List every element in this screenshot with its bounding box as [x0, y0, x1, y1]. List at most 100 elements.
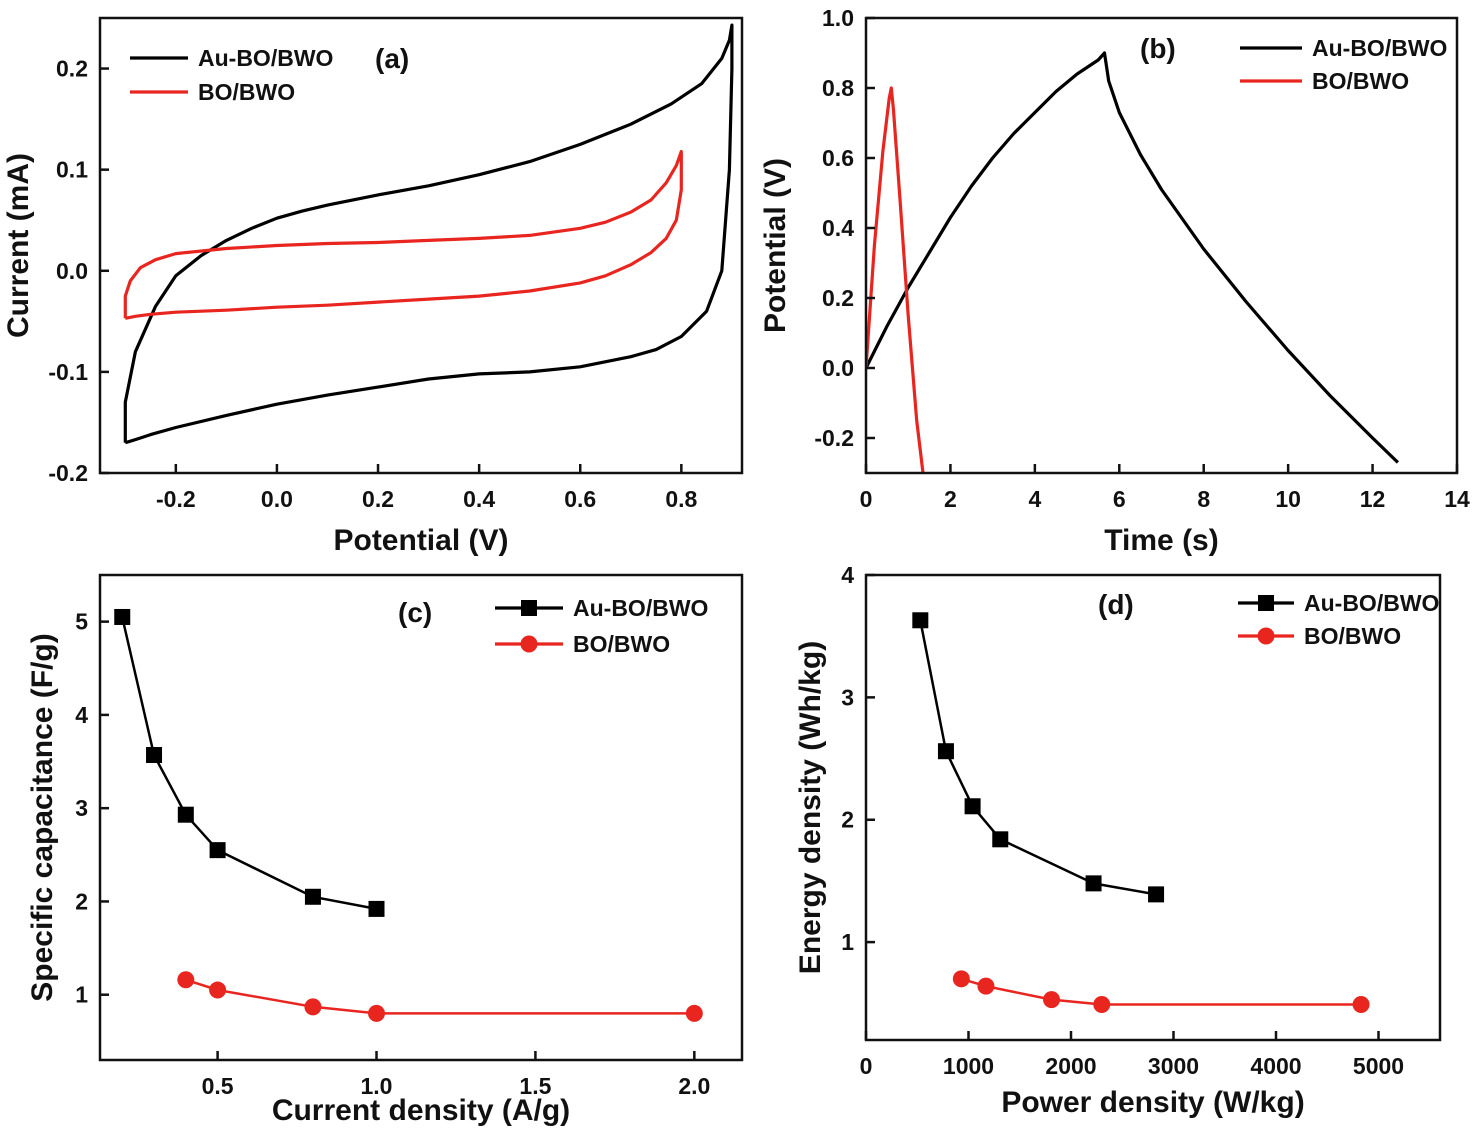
- y-tick-label: 0.2: [822, 285, 854, 311]
- y-tick-label: 0.0: [822, 355, 854, 381]
- data-point: [209, 981, 227, 999]
- y-tick-label: 4: [75, 702, 88, 728]
- data-point: [177, 806, 194, 823]
- x-tick-label: 4: [1028, 486, 1041, 512]
- x-axis-title: Time (s): [1104, 524, 1218, 557]
- series-line-0: [866, 51, 1400, 464]
- legend-marker: [520, 635, 538, 653]
- plot-area: [120, 616, 695, 1015]
- x-tick-label: 8: [1197, 486, 1210, 512]
- y-tick-label: 1.0: [822, 5, 854, 31]
- x-tick-label: 2: [944, 486, 957, 512]
- x-tick-label: 1000: [943, 1053, 994, 1079]
- legend-label: BO/BWO: [573, 631, 670, 657]
- x-tick-label: 2.0: [678, 1073, 710, 1099]
- panel-a: -0.2 0.0 0.2 0.4 0.6 0.8 -0.2 -0.1 0.0 0.1 0.2 Pote…: [2, 16, 744, 557]
- y-tick-label: 3: [75, 795, 88, 821]
- panel-label: (b): [1140, 33, 1176, 64]
- data-point: [952, 970, 970, 988]
- x-tick-label: 6: [1113, 486, 1126, 512]
- x-tick-label: 0: [860, 486, 873, 512]
- legend-marker: [1257, 627, 1275, 645]
- x-tick-label: 14: [1444, 486, 1470, 512]
- x-tick-label: 4000: [1250, 1053, 1301, 1079]
- legend-label: BO/BWO: [1304, 623, 1401, 649]
- legend-label: Au-BO/BWO: [573, 595, 708, 621]
- x-tick-label: 12: [1360, 486, 1386, 512]
- x-tick-label: 0.4: [463, 486, 495, 512]
- plot-area: [919, 620, 1362, 1006]
- y-tick-label: 0.8: [822, 75, 854, 101]
- panel-d: 0 1000 2000 3000 4000 5000 1 2 3 4 Power density (…: [794, 562, 1442, 1119]
- y-tick-label: 0.4: [822, 215, 854, 241]
- data-point: [304, 998, 322, 1016]
- data-point: [1093, 996, 1111, 1014]
- legend-marker: [1258, 595, 1274, 611]
- series-line-0: [123, 23, 734, 445]
- y-axis-title: Current (mA): [2, 153, 35, 338]
- x-tick-label: 0.6: [564, 486, 596, 512]
- legend: Au-BO/BWO BO/BWO: [1240, 35, 1447, 94]
- legend-label: Au-BO/BWO: [198, 45, 333, 71]
- legend-label: BO/BWO: [1312, 68, 1409, 94]
- x-tick-label: 3000: [1148, 1053, 1199, 1079]
- data-point: [146, 747, 163, 764]
- data-point: [685, 1004, 703, 1022]
- series-line-0: [919, 620, 1157, 896]
- y-tick-label: -0.2: [814, 425, 854, 451]
- plot-area: [123, 23, 734, 445]
- data-point: [114, 608, 131, 625]
- legend-label: Au-BO/BWO: [1304, 590, 1439, 616]
- legend-marker: [521, 600, 537, 616]
- x-tick-label: -0.2: [156, 486, 196, 512]
- data-point: [304, 888, 321, 905]
- x-tick-label: 0.5: [202, 1073, 234, 1099]
- x-tick-label: 0.0: [261, 486, 293, 512]
- axes-frame: [98, 16, 744, 475]
- panel-c: 0.5 1.0 1.5 2.0 1 2 3 4 5 Current density (A/g) Sp…: [26, 573, 744, 1127]
- y-tick-label: 5: [75, 609, 88, 635]
- legend: Au-BO/BWO BO/BWO: [495, 595, 708, 657]
- x-tick-label: 2000: [1045, 1053, 1096, 1079]
- data-point: [977, 977, 995, 995]
- y-axis-title: Energy density (Wh/kg): [794, 641, 827, 974]
- x-tick-label: 10: [1275, 486, 1301, 512]
- axes-frame: [864, 573, 1442, 1042]
- x-axis-title: Potential (V): [333, 524, 508, 557]
- y-tick-label: 0.1: [56, 157, 88, 183]
- axes-frame: [98, 573, 744, 1062]
- x-tick-label: 1.5: [519, 1073, 551, 1099]
- series-line-1: [866, 86, 925, 473]
- y-tick-label: 2: [75, 888, 88, 914]
- y-axis-title: Specific capacitance (F/g): [26, 633, 59, 1001]
- x-axis-title: Power density (W/kg): [1001, 1086, 1304, 1119]
- x-tick-label: 0.2: [362, 486, 394, 512]
- y-tick-label: 0.6: [822, 145, 854, 171]
- y-tick-label: 0.0: [56, 258, 88, 284]
- panel-label: (d): [1098, 589, 1134, 620]
- series-line-1: [123, 149, 683, 320]
- data-point: [368, 900, 385, 917]
- legend: Au-BO/BWO BO/BWO: [130, 45, 333, 105]
- x-axis-title: Current density (A/g): [272, 1094, 570, 1127]
- data-point: [368, 1004, 386, 1022]
- data-point: [912, 612, 929, 629]
- panel-label: (a): [375, 43, 409, 74]
- y-tick-label: 4: [841, 562, 854, 588]
- y-tick-label: 2: [841, 807, 854, 833]
- data-point: [209, 842, 226, 859]
- data-point: [177, 971, 195, 989]
- y-tick-label: 3: [841, 684, 854, 710]
- legend-label: Au-BO/BWO: [1312, 35, 1447, 61]
- y-axis-title: Potential (V): [759, 158, 792, 333]
- y-tick-label: 1: [841, 929, 854, 955]
- y-tick-label: 0.2: [56, 56, 88, 82]
- y-tick-label: -0.1: [48, 359, 88, 385]
- series-line-0: [120, 616, 377, 911]
- data-point: [1085, 875, 1102, 892]
- data-point: [992, 831, 1009, 848]
- x-tick-label: 0.8: [665, 486, 697, 512]
- x-tick-label: 5000: [1353, 1053, 1404, 1079]
- series-line-1: [185, 978, 695, 1015]
